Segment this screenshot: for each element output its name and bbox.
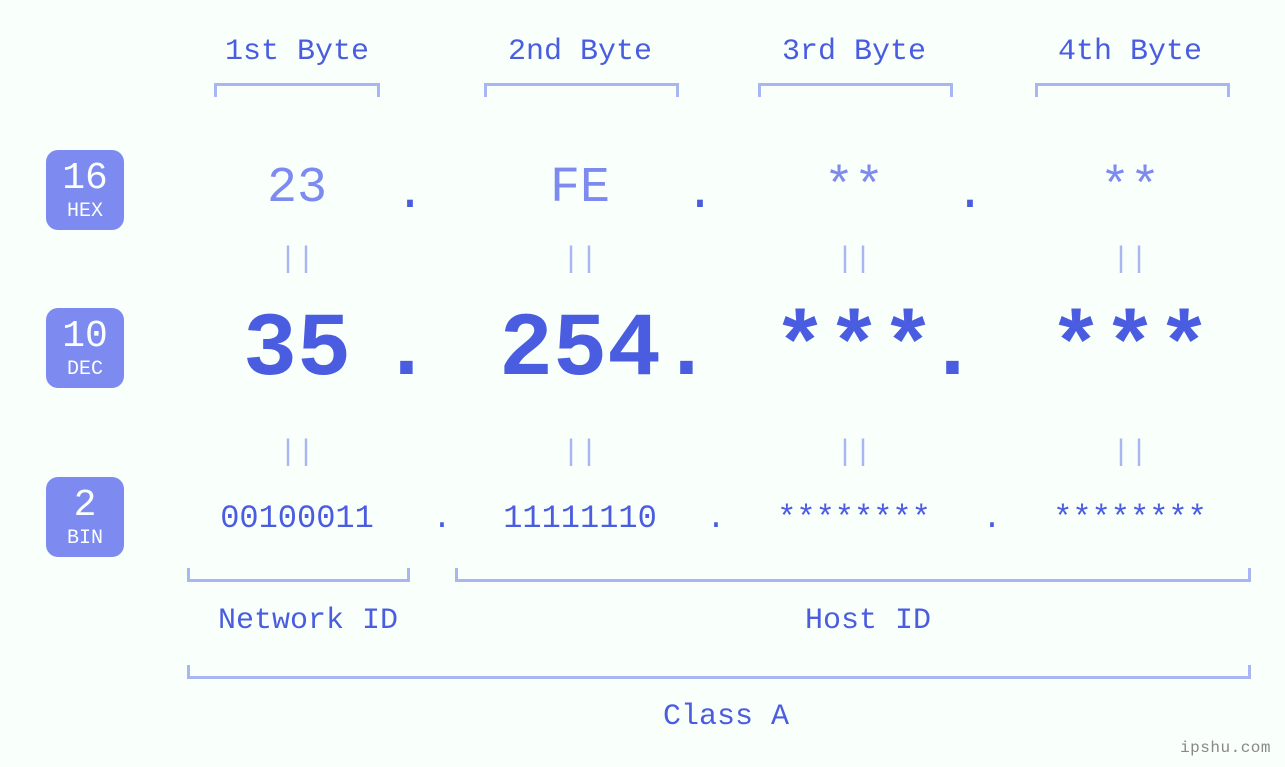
hex-byte-3: ** bbox=[726, 160, 982, 217]
bin-byte-2: 11111110 bbox=[452, 500, 708, 537]
badge-bin-label: BIN bbox=[46, 525, 124, 549]
badge-dec-label: DEC bbox=[46, 356, 124, 380]
hex-dot-3: . bbox=[950, 166, 990, 223]
bin-byte-4: ******** bbox=[1002, 500, 1258, 537]
top-bracket-3 bbox=[758, 83, 953, 97]
bin-dot-1: . bbox=[422, 500, 462, 537]
watermark: ipshu.com bbox=[1180, 739, 1271, 757]
dec-dot-3: . bbox=[926, 302, 966, 401]
bracket-host-id bbox=[455, 568, 1251, 582]
label-host-id: Host ID bbox=[805, 604, 931, 638]
badge-hex-number: 16 bbox=[46, 150, 124, 198]
bin-byte-3: ******** bbox=[726, 500, 982, 537]
bin-dot-2: . bbox=[696, 500, 736, 537]
bracket-network-id bbox=[187, 568, 410, 582]
badge-hex: 16 HEX bbox=[46, 150, 124, 230]
dec-byte-4: *** bbox=[1002, 300, 1258, 402]
hex-dot-1: . bbox=[390, 166, 430, 223]
byte-header-2: 2nd Byte bbox=[452, 35, 708, 69]
ip-bytes-diagram: 1st Byte 2nd Byte 3rd Byte 4th Byte 16 H… bbox=[0, 0, 1285, 767]
badge-dec: 10 DEC bbox=[46, 308, 124, 388]
byte-header-4: 4th Byte bbox=[1002, 35, 1258, 69]
badge-bin-number: 2 bbox=[46, 477, 124, 525]
dec-dot-2: . bbox=[660, 302, 700, 401]
bin-dot-3: . bbox=[972, 500, 1012, 537]
top-bracket-1 bbox=[214, 83, 380, 97]
hex-byte-4: ** bbox=[1002, 160, 1258, 217]
hex-byte-2: FE bbox=[452, 160, 708, 217]
hex-dot-2: . bbox=[680, 166, 720, 223]
label-class: Class A bbox=[663, 700, 789, 734]
bin-byte-1: 00100011 bbox=[169, 500, 425, 537]
dec-dot-1: . bbox=[380, 302, 420, 401]
bracket-class bbox=[187, 665, 1251, 679]
badge-dec-number: 10 bbox=[46, 308, 124, 356]
hex-byte-1: 23 bbox=[169, 160, 425, 217]
badge-hex-label: HEX bbox=[46, 198, 124, 222]
label-network-id: Network ID bbox=[218, 604, 398, 638]
byte-header-1: 1st Byte bbox=[169, 35, 425, 69]
top-bracket-4 bbox=[1035, 83, 1230, 97]
byte-header-3: 3rd Byte bbox=[726, 35, 982, 69]
top-bracket-2 bbox=[484, 83, 679, 97]
badge-bin: 2 BIN bbox=[46, 477, 124, 557]
